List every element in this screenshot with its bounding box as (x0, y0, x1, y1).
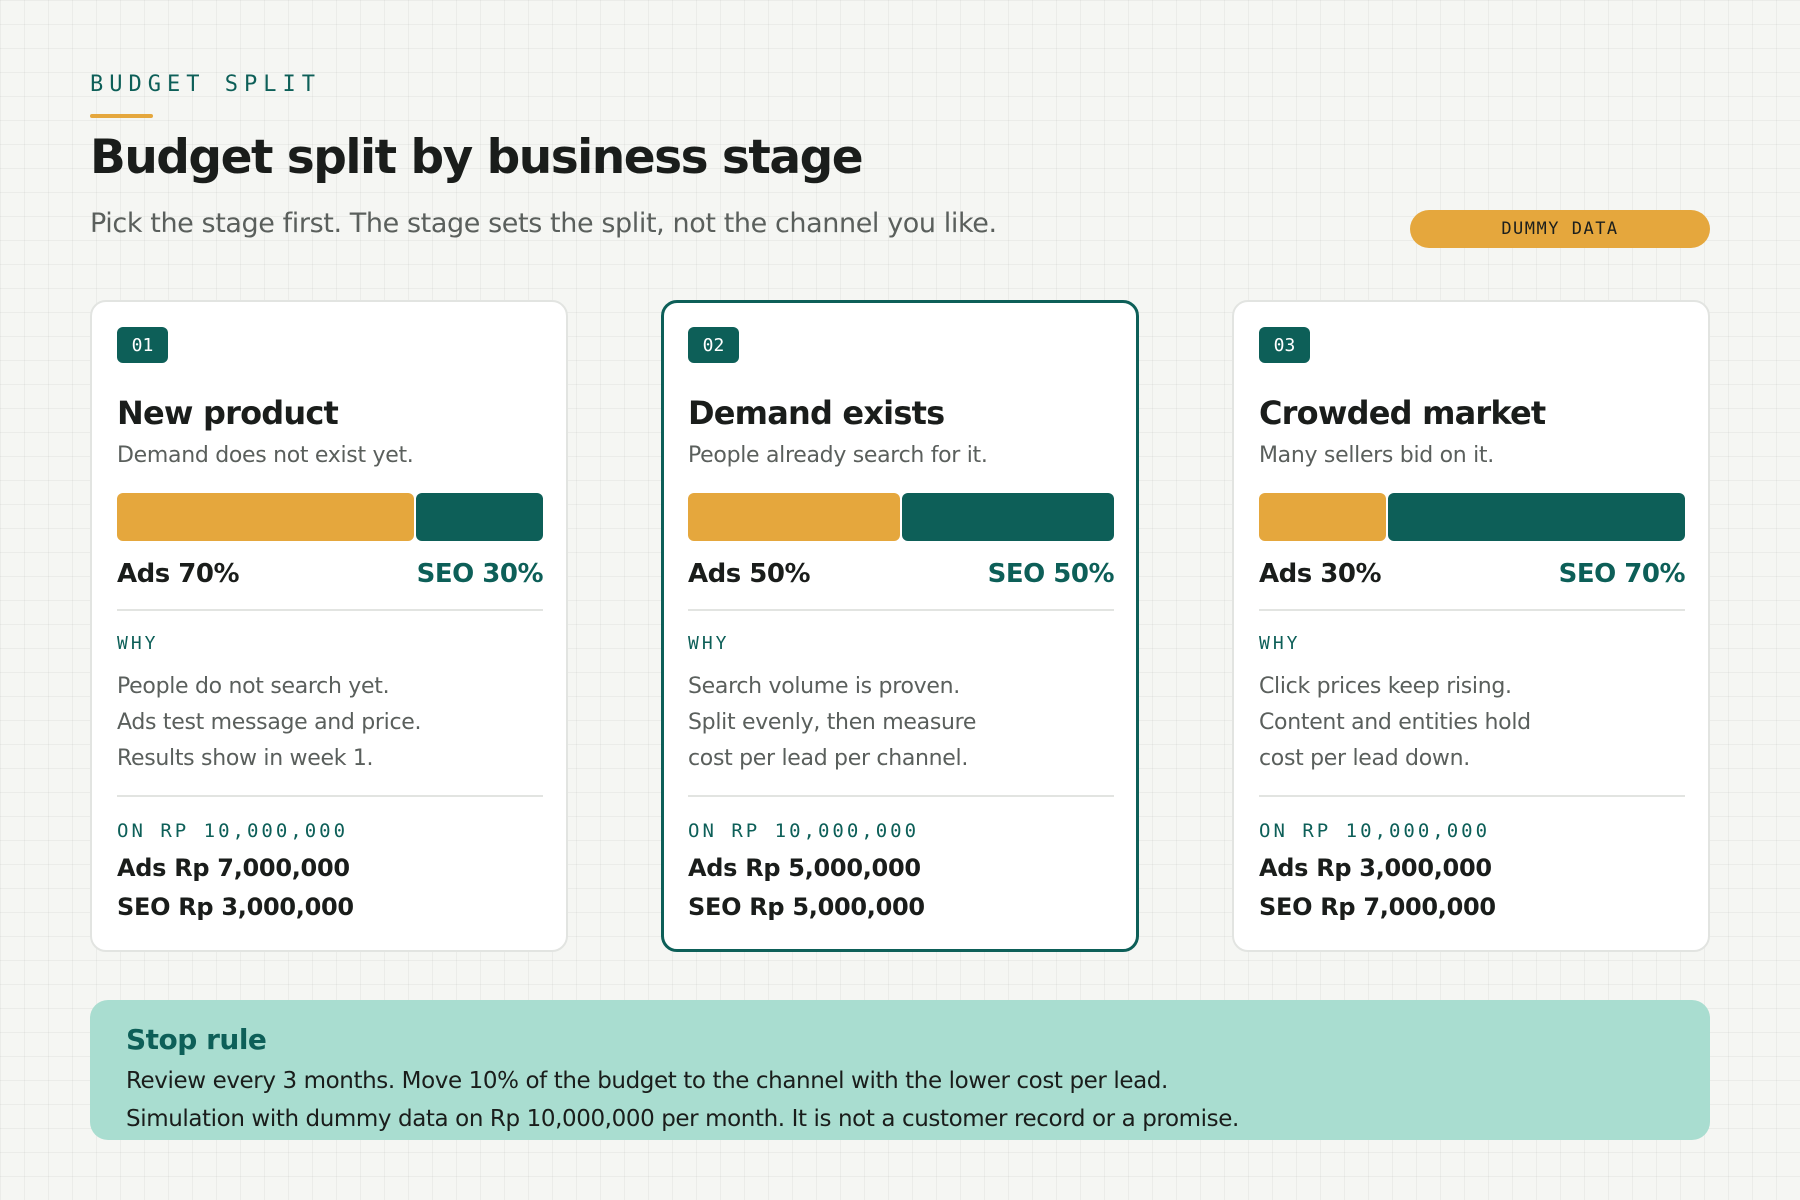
ads-amount: Ads Rp 5,000,000 (688, 854, 921, 882)
stage-number-badge: 02 (688, 327, 739, 363)
ads-share-segment (1259, 493, 1387, 541)
seo-amount: SEO Rp 5,000,000 (688, 893, 925, 921)
ads-amount: Ads Rp 7,000,000 (117, 854, 350, 882)
divider (1259, 609, 1685, 611)
stage-title: Demand exists (688, 394, 945, 432)
why-line: People do not search yet. (117, 674, 390, 699)
stage-card-crowded-market[interactable]: 03 Crowded market Many sellers bid on it… (1232, 300, 1710, 952)
stop-rule-line: Simulation with dummy data on Rp 10,000,… (126, 1106, 1239, 1132)
page-subtitle: Pick the stage first. The stage sets the… (90, 208, 997, 239)
budget-basis-label: ON RP 10,000,000 (117, 820, 349, 842)
ads-share-segment (117, 493, 414, 541)
stage-number-badge: 01 (117, 327, 168, 363)
split-labels: Ads 30% SEO 70% (1259, 557, 1686, 591)
divider (688, 795, 1114, 797)
why-label: WHY (1259, 633, 1301, 654)
why-line: cost per lead per channel. (688, 746, 969, 771)
seo-amount: SEO Rp 3,000,000 (117, 893, 354, 921)
divider (117, 609, 543, 611)
ads-share-label: Ads 70% (117, 559, 240, 589)
seo-share-segment (1388, 493, 1685, 541)
stage-title: New product (117, 394, 339, 432)
stop-rule-callout: Stop rule Review every 3 months. Move 10… (90, 1000, 1710, 1140)
split-labels: Ads 70% SEO 30% (117, 557, 544, 591)
ads-share-segment (688, 493, 900, 541)
divider (1259, 795, 1685, 797)
stage-card-new-product[interactable]: 01 New product Demand does not exist yet… (90, 300, 568, 952)
stage-card-demand-exists[interactable]: 02 Demand exists People already search f… (661, 300, 1139, 952)
divider (688, 609, 1114, 611)
dummy-data-badge: DUMMY DATA (1410, 210, 1710, 248)
seo-share-label: SEO 70% (1558, 559, 1686, 589)
seo-share-segment (902, 493, 1114, 541)
stage-description: People already search for it. (688, 443, 988, 468)
why-line: Content and entities hold (1259, 710, 1531, 735)
ads-share-label: Ads 30% (1259, 559, 1382, 589)
stop-rule-title: Stop rule (126, 1023, 267, 1056)
why-line: Search volume is proven. (688, 674, 960, 699)
seo-amount: SEO Rp 7,000,000 (1259, 893, 1496, 921)
why-list: Click prices keep rising. Content and en… (1259, 669, 1685, 777)
why-line: cost per lead down. (1259, 746, 1470, 771)
eyebrow-accent-rule (90, 114, 153, 118)
budget-basis-label: ON RP 10,000,000 (1259, 820, 1491, 842)
why-line: Split evenly, then measure (688, 710, 977, 735)
page-title: Budget split by business stage (90, 130, 864, 185)
divider (117, 795, 543, 797)
stage-description: Many sellers bid on it. (1259, 443, 1494, 468)
why-list: Search volume is proven. Split evenly, t… (688, 669, 1114, 777)
split-bar (1259, 493, 1685, 541)
stage-title: Crowded market (1259, 394, 1546, 432)
why-label: WHY (117, 633, 159, 654)
why-list: People do not search yet. Ads test messa… (117, 669, 543, 777)
stop-rule-line: Review every 3 months. Move 10% of the b… (126, 1068, 1168, 1094)
seo-share-label: SEO 50% (987, 559, 1115, 589)
budget-basis-label: ON RP 10,000,000 (688, 820, 920, 842)
stage-description: Demand does not exist yet. (117, 443, 414, 468)
stage-number-badge: 03 (1259, 327, 1310, 363)
ads-share-label: Ads 50% (688, 559, 811, 589)
seo-share-segment (415, 493, 543, 541)
why-line: Ads test message and price. (117, 710, 422, 735)
why-label: WHY (688, 633, 730, 654)
split-bar (117, 493, 543, 541)
seo-share-label: SEO 30% (416, 559, 544, 589)
split-bar (688, 493, 1114, 541)
section-eyebrow: BUDGET SPLIT (90, 72, 321, 97)
ads-amount: Ads Rp 3,000,000 (1259, 854, 1492, 882)
split-labels: Ads 50% SEO 50% (688, 557, 1115, 591)
why-line: Results show in week 1. (117, 746, 374, 771)
why-line: Click prices keep rising. (1259, 674, 1512, 699)
